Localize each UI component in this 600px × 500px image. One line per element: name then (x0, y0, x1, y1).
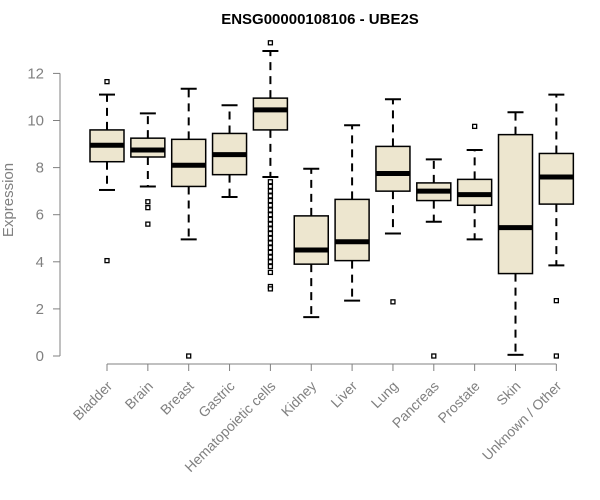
y-tick-label: 12 (27, 65, 44, 82)
outlier-point (186, 353, 192, 359)
outlier-point (267, 212, 274, 218)
outlier-point (471, 123, 478, 130)
x-tick-label: Kidney (278, 378, 320, 420)
outlier-point (390, 299, 396, 305)
outlier-point (267, 254, 274, 260)
outlier-point (267, 259, 274, 265)
outlier-point (267, 221, 274, 227)
x-tick-label: Liver (327, 378, 360, 411)
x-tick-label: Prostate (435, 378, 483, 426)
outlier-point (431, 353, 437, 359)
outlier-point (267, 245, 274, 251)
y-axis-label: Expression (0, 163, 17, 237)
outlier-point (267, 263, 274, 270)
y-tick-label: 2 (36, 301, 44, 318)
x-tick-label: Brain (122, 378, 156, 412)
box-group (497, 111, 534, 356)
outlier-point (145, 221, 151, 227)
outlier-point (267, 249, 274, 256)
box-group (211, 104, 248, 199)
outlier-point (145, 199, 151, 205)
box-group (293, 167, 329, 319)
box-group (130, 112, 166, 227)
y-tick-label: 8 (36, 160, 44, 177)
x-tick-label: Bladder (70, 378, 116, 424)
box (334, 198, 370, 262)
y-tick-label: 10 (27, 113, 44, 130)
box-group (89, 78, 125, 264)
y-tick-label: 0 (36, 348, 44, 365)
outlier-point (267, 183, 274, 190)
outlier-point (267, 226, 274, 232)
x-tick-label: Lung (368, 378, 401, 411)
y-axis: 0 2 4 6 8 10 12 (27, 65, 61, 365)
outlier-point (267, 240, 274, 246)
box (252, 97, 289, 131)
outlier-point (145, 204, 151, 211)
plot-area (89, 40, 575, 359)
box (497, 133, 534, 275)
x-tick-label: Skin (493, 378, 524, 409)
outlier-point (553, 353, 559, 359)
outlier-point (267, 216, 274, 223)
outlier-point (267, 40, 274, 46)
outlier-point (267, 188, 274, 194)
outlier-point (104, 257, 110, 264)
outlier-point (267, 235, 274, 241)
outlier-point (104, 78, 110, 85)
box-group (456, 123, 493, 241)
outlier-point (267, 197, 274, 204)
outlier-point (553, 298, 559, 304)
y-tick-label: 6 (36, 207, 44, 224)
box-group (334, 124, 370, 302)
box-group (252, 40, 289, 292)
box-group (170, 87, 207, 359)
y-tick-label: 4 (36, 254, 44, 271)
box (375, 145, 411, 192)
outlier-point (267, 286, 274, 292)
outlier-point (267, 193, 274, 199)
outlier-point (267, 207, 274, 213)
outlier-point (267, 179, 274, 185)
box-group (538, 93, 575, 359)
outlier-point (267, 269, 274, 276)
outlier-point (267, 230, 274, 237)
outlier-point (267, 202, 274, 208)
chart-title: ENSG00000108106 - UBE2S (221, 11, 419, 28)
x-tick-label: Breast (157, 378, 197, 418)
box (293, 215, 329, 265)
box-group (375, 98, 411, 305)
box-group (416, 158, 452, 359)
